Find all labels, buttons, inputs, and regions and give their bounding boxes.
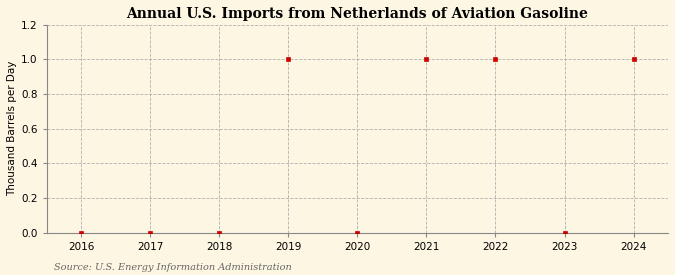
Title: Annual U.S. Imports from Netherlands of Aviation Gasoline: Annual U.S. Imports from Netherlands of … (126, 7, 589, 21)
Y-axis label: Thousand Barrels per Day: Thousand Barrels per Day (7, 61, 17, 196)
Text: Source: U.S. Energy Information Administration: Source: U.S. Energy Information Administ… (54, 263, 292, 272)
